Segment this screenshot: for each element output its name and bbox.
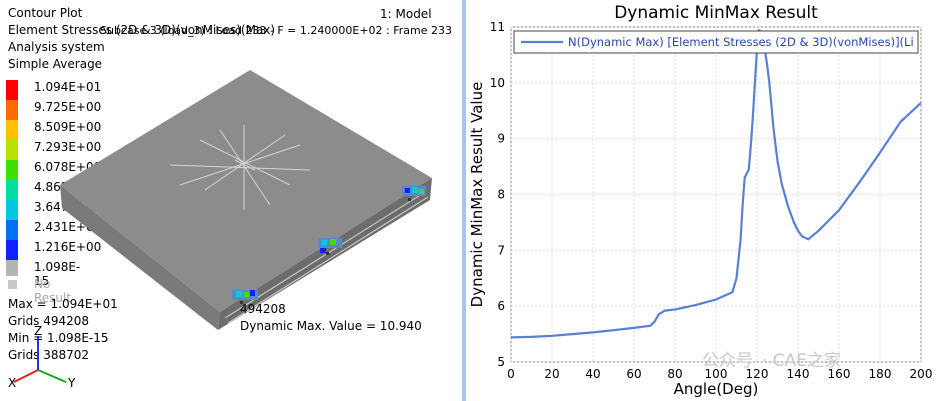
legend-swatch <box>6 140 18 160</box>
max-grid-label: Grids 494208 <box>8 314 90 328</box>
result-type-label: Element Stresses (2D & 3D)(vonMises)(Max… <box>8 23 276 37</box>
watermark-right: · CAE之家 <box>762 351 842 371</box>
min-value-label: Min = 1.098E-15 <box>8 331 109 345</box>
y-tick-label: 9 <box>497 132 505 146</box>
analysis-system-label: Analysis system <box>8 40 105 54</box>
axis-x-label: X <box>8 376 17 390</box>
y-axis-label: Dynamic MinMax Result Value <box>468 82 486 308</box>
dynamic-max-label: Dynamic Max. Value = 10.940 <box>240 319 422 333</box>
x-axis-label: Angle(Deg) <box>674 380 759 398</box>
x-tick-label: 20 <box>544 367 559 381</box>
legend-series-label: N(Dynamic Max) [Element Stresses (2D & 3… <box>568 35 914 49</box>
no-result-label: No Result <box>34 277 72 305</box>
max-value-label: Max = 1.094E+01 <box>8 297 118 311</box>
plot-type-label: Contour Plot <box>8 6 83 20</box>
legend-swatch <box>6 120 18 140</box>
node-id-label: 494208 <box>240 302 286 316</box>
legend-swatch <box>6 220 18 240</box>
x-tick-label: 200 <box>910 367 933 381</box>
legend-swatch <box>6 80 18 100</box>
axis-triad <box>13 336 67 383</box>
contour-viewport[interactable]: Contour Plot Element Stresses (2D & 3D)(… <box>0 0 462 401</box>
x-tick-label: 80 <box>667 367 682 381</box>
legend-value: 9.725E+00 <box>34 100 102 114</box>
x-tick-label: 40 <box>585 367 600 381</box>
legend-value: 8.509E+00 <box>34 120 102 134</box>
minmax-chart: 0 20 40 60 80 100 120 140 160 180 200 5 6 7 8 9 10 11 Dyna… <box>468 3 933 398</box>
legend-value: 1.098E-15 <box>34 260 81 288</box>
x-tick-label: 100 <box>705 367 728 381</box>
legend-swatch <box>6 260 18 276</box>
min-grid-label: Grids 388702 <box>8 348 90 362</box>
axis-z-label: Z <box>34 324 43 338</box>
y-tick-label: 5 <box>497 355 505 369</box>
x-tick-label: 160 <box>828 367 851 381</box>
chart-pane[interactable]: 0 20 40 60 80 100 120 140 160 180 200 5 6 7 8 9 10 11 Dyna… <box>466 0 936 401</box>
model-label: 1: Model <box>380 7 432 21</box>
x-tick-label: 60 <box>626 367 641 381</box>
x-tick-label: 140 <box>787 367 810 381</box>
y-tick-label: 10 <box>490 76 505 90</box>
x-tick-label: 0 <box>507 367 515 381</box>
legend-value: 1.216E+00 <box>34 240 102 254</box>
fe-model[interactable] <box>0 0 462 401</box>
y-tick-label: 6 <box>497 299 505 313</box>
series-line <box>511 28 921 339</box>
no-result-swatch <box>8 280 17 289</box>
y-tick-label: 11 <box>490 20 505 34</box>
legend-swatch <box>6 240 18 260</box>
legend-value: 1.094E+01 <box>34 80 102 94</box>
subcase-label: Subcase 3 (load_3) : Load 233 - F = 1.24… <box>100 24 452 37</box>
watermark-left: 公众号 <box>702 351 753 371</box>
legend-swatch <box>6 200 18 220</box>
chart-title: Dynamic MinMax Result <box>614 3 818 23</box>
y-tick-label: 7 <box>497 243 505 257</box>
legend-value: 7.293E+00 <box>34 140 102 154</box>
x-tick-label: 180 <box>869 367 892 381</box>
y-tick-label: 8 <box>497 188 505 202</box>
legend-swatch <box>6 100 18 120</box>
x-tick-label: 120 <box>746 367 769 381</box>
averaging-label: Simple Average <box>8 57 103 71</box>
legend-box <box>513 30 919 54</box>
axis-y-label: Y <box>68 376 76 390</box>
pane-divider[interactable] <box>462 0 466 401</box>
legend-swatch <box>6 180 18 200</box>
legend-swatch <box>6 160 18 180</box>
